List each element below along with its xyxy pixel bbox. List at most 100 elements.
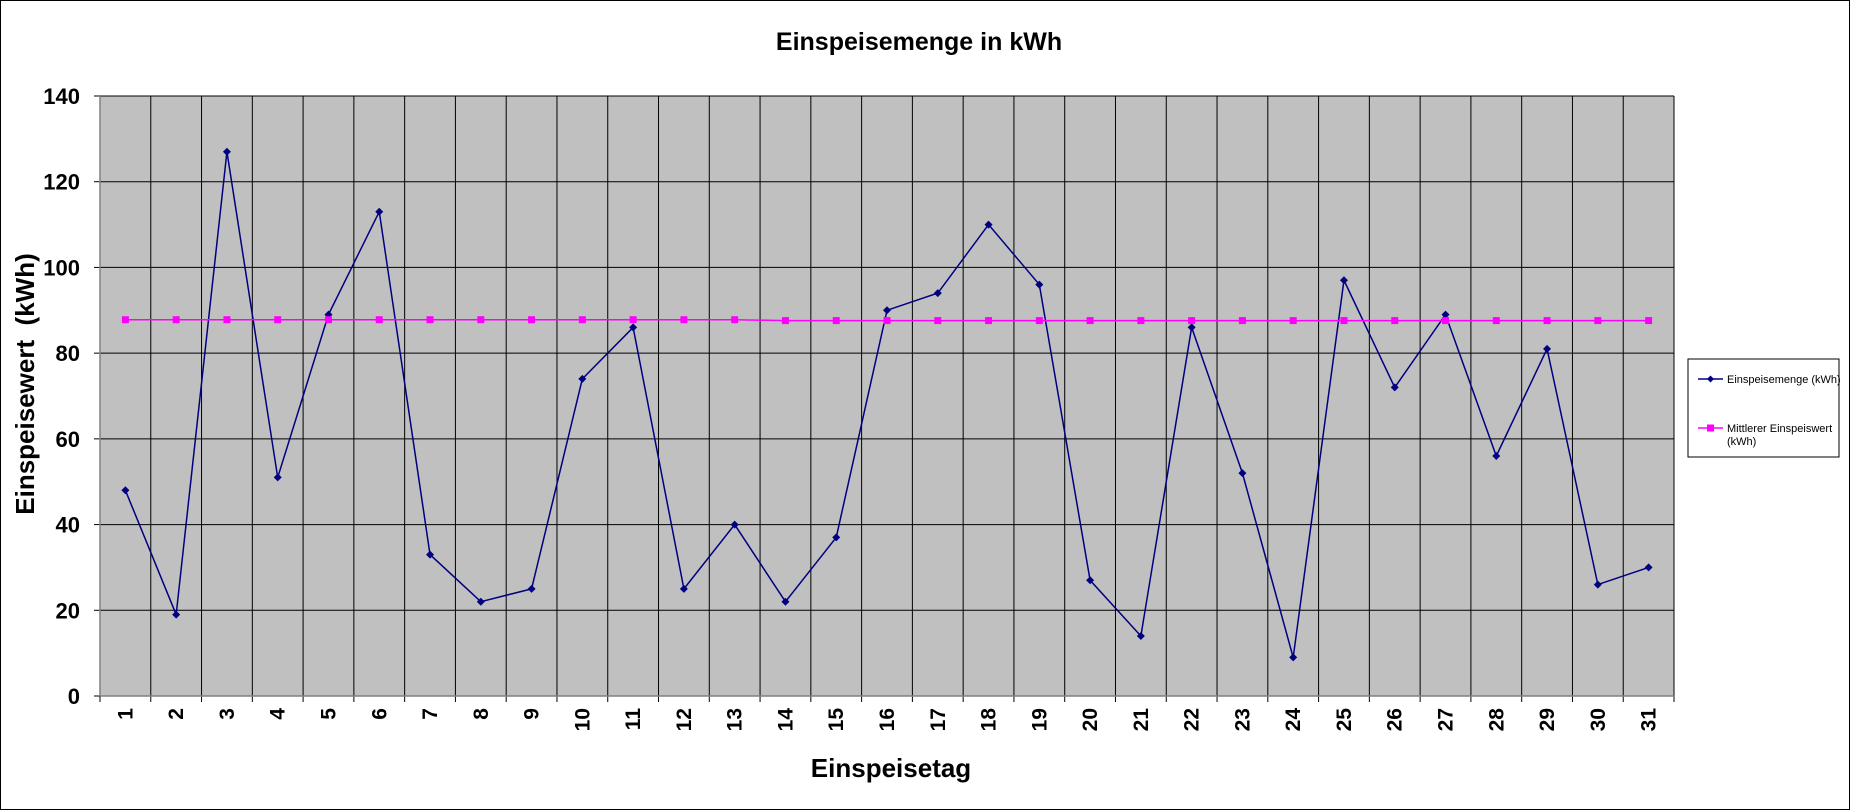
x-tick-label: 10	[571, 708, 594, 731]
legend-marker-2	[1707, 424, 1714, 432]
data-point	[1390, 383, 1399, 392]
x-tick-label: 1	[114, 708, 137, 720]
data-point	[222, 147, 231, 156]
data-point	[1543, 344, 1552, 353]
data-point	[426, 550, 435, 559]
data-point	[679, 584, 688, 593]
x-tick-label: 26	[1384, 708, 1407, 731]
data-point	[274, 316, 282, 324]
y-tick-label: 140	[43, 84, 80, 109]
data-point	[1644, 563, 1653, 572]
data-point	[1137, 317, 1145, 325]
x-tick-label: 3	[216, 708, 239, 720]
data-point	[375, 207, 384, 216]
grid	[100, 95, 1675, 696]
series-2	[121, 316, 1653, 325]
x-tick-label: 19	[1028, 708, 1051, 731]
data-point	[121, 486, 130, 495]
x-tick-label: 25	[1333, 708, 1356, 732]
data-point	[985, 317, 993, 325]
y-tick-label: 60	[56, 427, 80, 452]
data-point	[1086, 576, 1095, 585]
data-point	[1188, 317, 1196, 325]
data-point	[1442, 317, 1450, 325]
y-tick-label: 0	[68, 684, 80, 709]
data-point	[781, 597, 790, 606]
data-point	[1289, 317, 1297, 325]
x-tick-label: 7	[419, 708, 442, 720]
data-point	[476, 597, 485, 606]
x-tick-label: 29	[1536, 708, 1559, 731]
x-tick-label: 16	[876, 708, 899, 731]
series-layer	[121, 147, 1653, 662]
data-point	[781, 317, 789, 325]
data-point	[375, 316, 383, 324]
x-tick-label: 5	[317, 708, 340, 720]
legend-label-1: Einspeisemenge (kWh)	[1727, 374, 1841, 386]
x-tick-label: 15	[825, 708, 848, 732]
legend-label-2-line-2: (kWh)	[1727, 436, 1756, 448]
data-point	[1187, 323, 1196, 332]
data-point	[832, 533, 841, 542]
data-point	[1238, 469, 1247, 478]
data-point	[273, 473, 282, 482]
data-point	[883, 317, 891, 325]
data-point	[1035, 317, 1043, 325]
x-tick-label: 2	[165, 708, 188, 720]
x-tick-label: 28	[1485, 708, 1508, 732]
data-point	[578, 316, 586, 324]
data-point	[1086, 317, 1094, 325]
x-tick-label: 17	[927, 708, 950, 731]
data-point	[1035, 280, 1044, 289]
legend-box	[1687, 358, 1840, 458]
x-tick-label: 12	[673, 708, 696, 731]
y-tick-label: 80	[56, 341, 80, 366]
y-axis-title: Einspeisewert (kWh)	[10, 253, 40, 515]
y-axis-ticks: 0 20 40 60 80 100 120 140	[43, 84, 100, 709]
legend: Einspeisemenge (kWh) Mittlerer Einspeisw…	[1687, 358, 1841, 458]
y-tick-label: 40	[56, 513, 80, 538]
data-point	[933, 289, 942, 298]
x-tick-label: 21	[1130, 708, 1153, 732]
x-tick-label: 30	[1587, 708, 1610, 731]
data-point	[1645, 317, 1653, 325]
x-tick-label: 6	[368, 708, 391, 720]
data-point	[730, 520, 739, 529]
x-tick-label: 13	[724, 708, 747, 731]
data-point	[883, 306, 891, 315]
x-tick-label: 24	[1282, 708, 1305, 732]
data-point	[121, 316, 129, 324]
data-point	[578, 374, 587, 383]
data-point	[1391, 317, 1399, 325]
data-point	[1289, 653, 1298, 662]
x-axis-title: Einspeisetag	[811, 753, 971, 783]
data-point	[680, 316, 688, 324]
data-point	[832, 317, 840, 325]
legend-marker-1	[1707, 375, 1714, 383]
x-tick-label: 4	[267, 708, 290, 720]
data-point	[629, 323, 638, 332]
x-tick-label: 31	[1638, 708, 1661, 732]
x-tick-label: 18	[978, 708, 1001, 732]
data-point	[1543, 317, 1551, 325]
y-tick-label: 120	[43, 170, 80, 195]
x-tick-label: 14	[774, 708, 797, 732]
data-point	[1594, 317, 1602, 325]
data-point	[426, 316, 434, 324]
data-point	[172, 316, 180, 324]
x-axis-ticks: 1 2 3 4 5 6 7 8 9 10 11 12 13 14 15 16 17 18 19 20 21 22 23 24 2…	[99, 696, 1675, 732]
y-tick-label: 100	[43, 255, 80, 280]
data-point	[1238, 317, 1246, 325]
data-point	[527, 584, 536, 593]
data-point	[934, 317, 942, 325]
data-point	[984, 220, 993, 229]
data-point	[1340, 317, 1348, 325]
data-point	[1492, 317, 1500, 325]
x-tick-label: 22	[1181, 708, 1204, 731]
data-point	[477, 316, 485, 324]
x-tick-label: 20	[1079, 708, 1102, 731]
data-point	[731, 316, 739, 324]
x-tick-label: 23	[1231, 708, 1254, 731]
